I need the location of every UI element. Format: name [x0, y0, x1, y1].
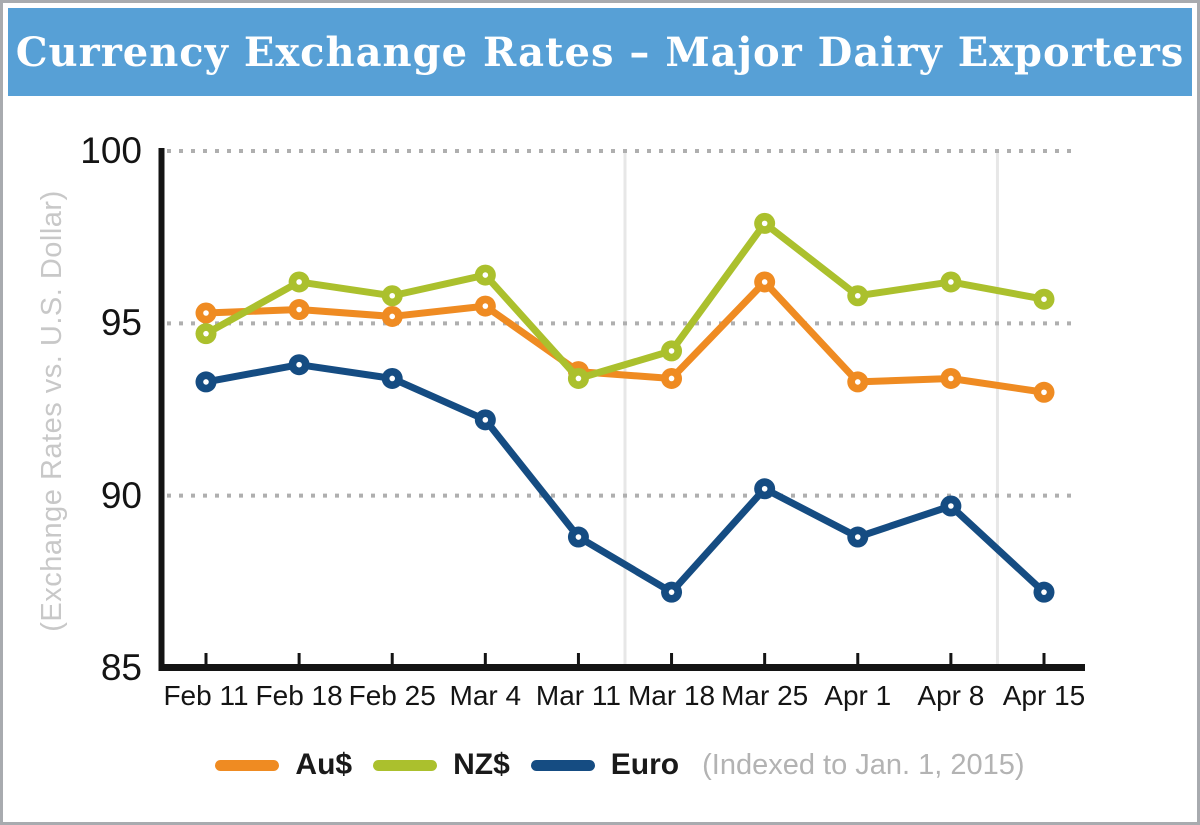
marker-center-dot [575, 375, 582, 382]
x-axis-tick-label: Apr 1 [824, 680, 892, 711]
marker-center-dot [668, 589, 675, 595]
legend-item-nzd: NZ$ [373, 748, 510, 782]
marker-center-dot [482, 303, 489, 309]
marker-center-dot [296, 279, 302, 285]
x-axis-tick-label: Apr 15 [1002, 680, 1086, 711]
marker-center-dot [575, 534, 582, 540]
legend-label-euro: Euro [610, 748, 680, 781]
legend-swatch-aud [215, 759, 280, 771]
marker-center-dot [668, 375, 675, 382]
y-axis-title: (Exchange Rates vs. U.S. Dollar) [36, 190, 68, 632]
x-axis-tick-label: Mar 25 [721, 680, 809, 711]
marker-center-dot [761, 485, 768, 492]
series-line-Au$ [202, 278, 1048, 396]
legend: Au$ NZ$ Euro (Indexed to Jan. 1, 2015) [155, 740, 1085, 790]
marker-center-dot [389, 313, 396, 320]
chart-title: Currency Exchange Rates – Major Dairy Ex… [15, 28, 1185, 76]
marker-center-dot [668, 348, 675, 354]
x-axis-tick-label: Mar 11 [535, 680, 621, 711]
marker-center-dot [1041, 389, 1047, 396]
y-axis-tick-label-85: 85 [100, 647, 142, 688]
marker-center-dot [854, 379, 861, 385]
x-axis-tick-label: Feb 18 [255, 680, 343, 711]
x-axis-tick-label: Mar 18 [627, 680, 716, 711]
legend-swatch-euro [530, 759, 595, 771]
marker-center-dot [1041, 296, 1047, 303]
marker-center-dot [854, 534, 861, 540]
legend-note: (Indexed to Jan. 1, 2015) [702, 748, 1025, 781]
x-axis-tick-label: Feb 25 [348, 680, 436, 711]
legend-item-euro: Euro [530, 748, 680, 782]
marker-center-dot [761, 220, 768, 227]
y-axis-tick-label-100: 100 [80, 130, 142, 171]
series-line-Euro [202, 361, 1048, 596]
marker-center-dot [761, 279, 768, 285]
marker-center-dot [482, 272, 489, 278]
y-axis-tick-label-95: 95 [100, 302, 142, 344]
legend-label-aud: Au$ [295, 748, 353, 781]
marker-center-dot [1041, 589, 1047, 595]
marker-center-dot [389, 375, 396, 382]
header-bar: Currency Exchange Rates – Major Dairy Ex… [8, 8, 1192, 96]
series-line-NZ$ [202, 219, 1048, 382]
marker-center-dot [296, 306, 302, 313]
legend-swatch-nzd [373, 759, 438, 771]
x-axis-tick-label: Apr 8 [917, 680, 985, 711]
x-axis-tick-label: Feb 11 [163, 680, 249, 711]
y-axis-tick-label-90: 90 [100, 474, 142, 516]
marker-center-dot [389, 292, 396, 299]
marker-center-dot [948, 279, 954, 285]
marker-center-dot [296, 361, 302, 368]
marker-center-dot [203, 379, 209, 385]
marker-center-dot [203, 310, 209, 316]
marker-center-dot [203, 330, 209, 337]
legend-label-nzd: NZ$ [453, 748, 510, 781]
marker-center-dot [948, 375, 954, 382]
legend-item-aud: Au$ [215, 748, 352, 782]
x-axis-tick-label: Mar 4 [449, 680, 522, 711]
marker-center-dot [948, 503, 954, 509]
marker-center-dot [482, 417, 489, 423]
marker-center-dot [854, 292, 861, 299]
